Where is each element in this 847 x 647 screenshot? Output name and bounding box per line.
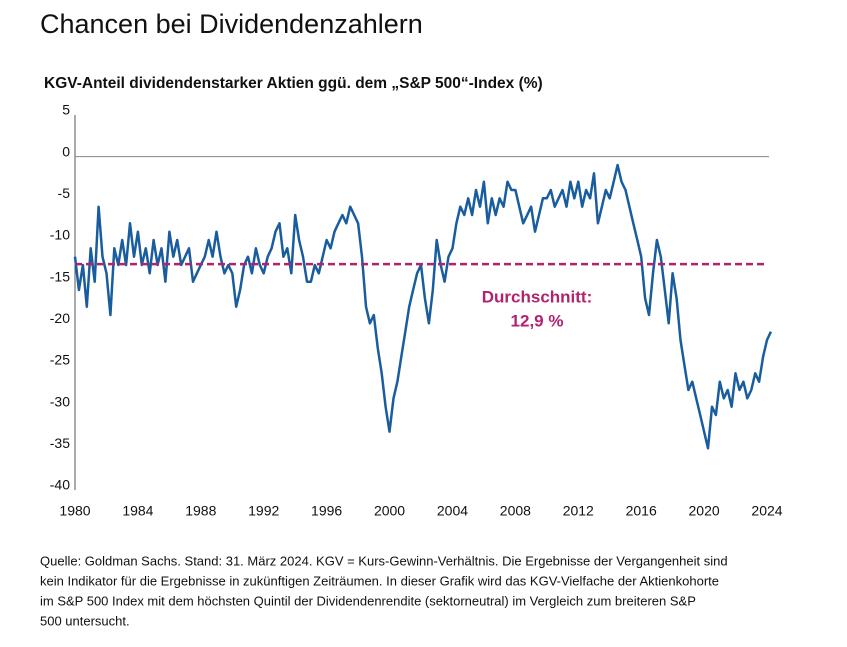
x-tick-label: 2024 [751, 503, 782, 519]
footnote-line: im S&P 500 Index mit dem höchsten Quinti… [40, 593, 696, 608]
x-tick-label: 1980 [59, 503, 90, 519]
data-line [73, 163, 773, 450]
x-tick-label: 2008 [500, 503, 531, 519]
x-tick-label: 2004 [437, 503, 468, 519]
y-tick-label: -35 [50, 435, 70, 451]
y-tick-label: -25 [50, 352, 70, 368]
x-tick-label: 1984 [122, 503, 153, 519]
page-title: Chancen bei Dividendenzahlern [40, 9, 423, 39]
y-tick-label: -10 [50, 227, 70, 243]
average-value-label: 12,9 % [511, 311, 564, 330]
footnote-line: 500 untersucht. [40, 613, 130, 628]
footnote-line: Quelle: Goldman Sachs. Stand: 31. März 2… [40, 553, 728, 568]
y-tick-label: -5 [58, 185, 71, 201]
y-tick-label: -40 [50, 477, 70, 493]
x-tick-label: 1996 [311, 503, 342, 519]
y-tick-label: 0 [62, 143, 70, 159]
x-tick-label: 2020 [689, 503, 720, 519]
x-tick-label: 1992 [248, 503, 279, 519]
x-tick-label: 1988 [185, 503, 216, 519]
x-tick-label: 2000 [374, 503, 405, 519]
y-tick-label: -15 [50, 268, 70, 284]
x-tick-label: 2012 [563, 503, 594, 519]
y-tick-label: 5 [62, 102, 70, 118]
average-label: Durchschnitt: [482, 287, 593, 306]
y-tick-label: -20 [50, 310, 70, 326]
footnote-line: kein Indikator für die Ergebnisse in zuk… [40, 573, 719, 588]
y-tick-label: -30 [50, 393, 70, 409]
x-tick-label: 2016 [626, 503, 657, 519]
chart-title: KGV-Anteil dividendenstarker Aktien ggü.… [44, 75, 543, 92]
